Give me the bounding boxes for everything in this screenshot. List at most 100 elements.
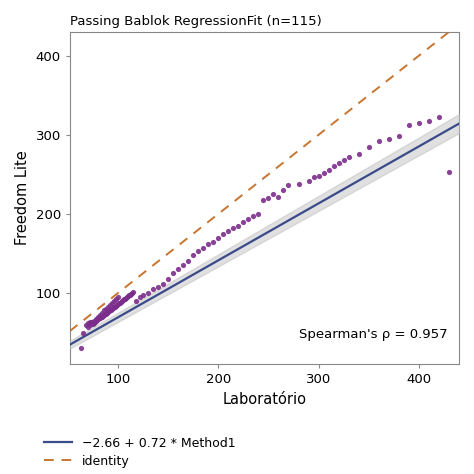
Point	[225, 228, 232, 235]
Point	[128, 289, 136, 297]
Point	[194, 247, 202, 255]
Point	[164, 275, 172, 283]
Point	[106, 307, 114, 314]
Point	[97, 313, 105, 320]
Point	[124, 292, 132, 300]
Point	[86, 321, 94, 328]
Point	[169, 270, 177, 277]
Point	[149, 285, 157, 293]
Point	[305, 177, 312, 184]
Point	[144, 289, 152, 297]
Text: Passing Bablok RegressionFit (n=115): Passing Bablok RegressionFit (n=115)	[70, 15, 321, 28]
Point	[235, 222, 242, 229]
Point	[274, 193, 282, 201]
Point	[315, 172, 322, 180]
Point	[245, 216, 252, 223]
Point	[114, 293, 122, 301]
Point	[88, 319, 96, 326]
Point	[98, 313, 106, 320]
Point	[126, 291, 134, 299]
Point	[100, 311, 108, 319]
Point	[229, 224, 237, 232]
Point	[110, 297, 118, 305]
Point	[174, 265, 182, 273]
Point	[385, 135, 392, 143]
Point	[129, 289, 137, 296]
Point	[102, 305, 110, 313]
Point	[395, 133, 402, 140]
Point	[125, 292, 133, 299]
Point	[355, 150, 363, 157]
Point	[109, 304, 117, 312]
Point	[84, 323, 91, 331]
Point	[425, 117, 433, 124]
Point	[136, 293, 144, 301]
Point	[90, 317, 98, 325]
Point	[79, 329, 87, 337]
Point	[330, 163, 337, 170]
Point	[215, 234, 222, 241]
Point	[335, 160, 342, 167]
Point	[102, 310, 110, 318]
Point	[295, 180, 302, 188]
Point	[92, 315, 100, 323]
Point	[115, 300, 123, 307]
Point	[107, 306, 115, 313]
Point	[139, 291, 147, 299]
Point	[105, 308, 113, 315]
Point	[345, 153, 353, 161]
Point	[101, 310, 109, 318]
Point	[190, 251, 197, 259]
Point	[204, 240, 212, 248]
Point	[200, 244, 207, 252]
Point	[90, 319, 98, 327]
Point	[112, 302, 120, 310]
Point	[99, 312, 107, 320]
Point	[92, 317, 100, 325]
Point	[98, 309, 106, 317]
Point	[405, 121, 413, 129]
Point	[94, 315, 102, 323]
Point	[159, 280, 167, 287]
Point	[445, 168, 453, 176]
Point	[184, 258, 192, 265]
Point	[77, 345, 85, 352]
Point	[120, 296, 128, 303]
Point	[155, 283, 162, 291]
Point	[122, 294, 130, 301]
Legend: −2.66 + 0.72 * Method1, identity: −2.66 + 0.72 * Method1, identity	[44, 437, 235, 468]
Point	[280, 186, 287, 194]
Point	[365, 143, 373, 150]
Point	[264, 194, 272, 202]
Point	[84, 319, 91, 327]
Point	[219, 230, 227, 237]
Point	[375, 137, 383, 145]
Point	[110, 303, 118, 311]
Point	[239, 218, 247, 226]
Point	[113, 301, 121, 309]
Point	[132, 297, 140, 305]
Point	[123, 293, 131, 301]
Point	[250, 212, 257, 220]
Point	[116, 299, 124, 306]
Point	[119, 296, 127, 304]
Point	[88, 319, 96, 326]
Point	[127, 290, 135, 298]
Point	[285, 181, 292, 189]
Point	[96, 314, 104, 321]
Point	[93, 316, 100, 324]
Point	[108, 305, 116, 313]
Point	[114, 301, 122, 308]
Point	[415, 119, 423, 127]
Point	[91, 319, 99, 326]
Point	[103, 309, 111, 317]
Point	[340, 156, 347, 164]
Point	[270, 191, 277, 198]
Point	[325, 166, 332, 173]
Point	[82, 321, 90, 328]
Point	[118, 297, 126, 305]
Point	[100, 307, 108, 314]
Point	[106, 301, 114, 309]
Point	[320, 169, 328, 177]
Point	[108, 299, 116, 306]
